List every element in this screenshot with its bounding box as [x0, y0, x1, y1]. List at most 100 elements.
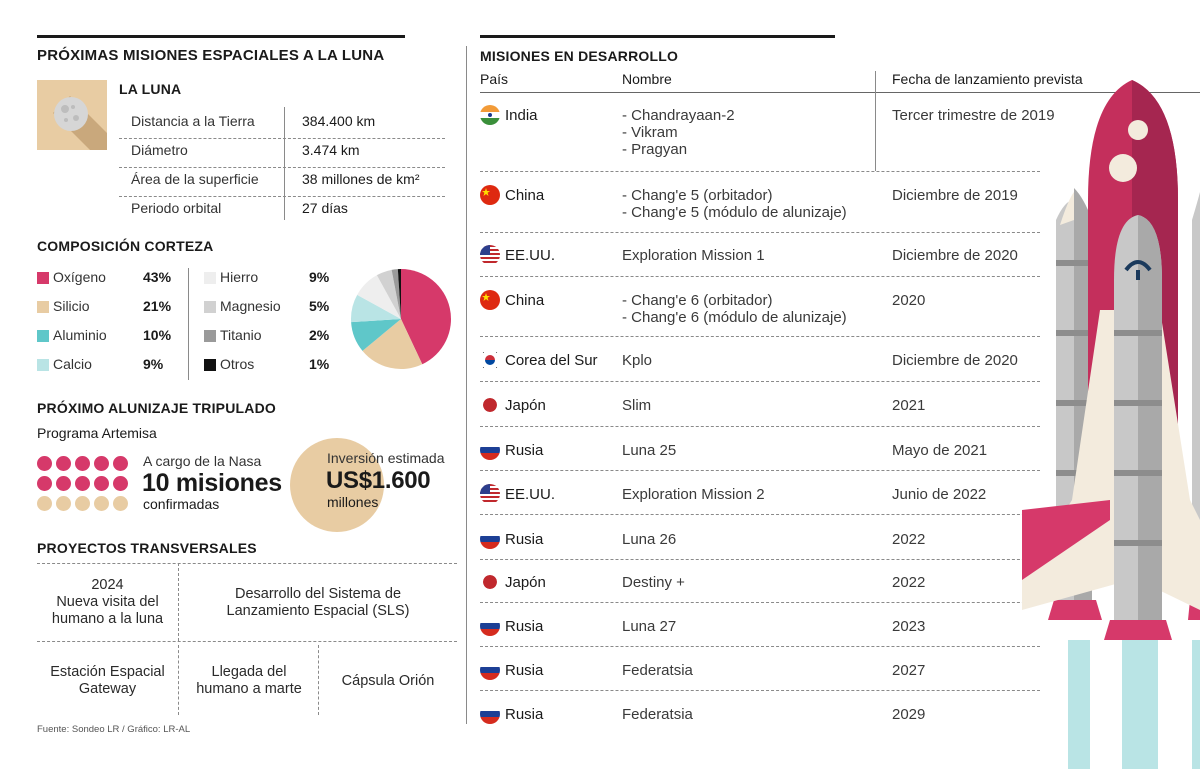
mission-dot	[37, 496, 52, 511]
legend-swatch	[37, 359, 49, 371]
mission-dot	[75, 456, 90, 471]
header-date: Fecha de lanzamiento prevista	[892, 71, 1083, 87]
crust-section-title: COMPOSICIÓN CORTEZA	[37, 238, 214, 254]
pie-slice-calcio	[351, 294, 401, 323]
moon-row-rule	[119, 138, 445, 139]
mission-country: Rusia	[505, 442, 544, 459]
mission-date: Diciembre de 2019	[892, 187, 1018, 204]
missions-row-rule	[480, 470, 1040, 471]
missions-row-rule	[480, 559, 1040, 560]
projects-divider-2	[178, 645, 179, 715]
mission-date: Diciembre de 2020	[892, 352, 1018, 369]
mission-date: 2022	[892, 574, 926, 591]
moon-fact-label: Periodo orbital	[131, 200, 222, 216]
flag-usa-icon	[480, 245, 500, 265]
mission-name: Federatsia	[622, 706, 693, 723]
mission-country: China	[505, 292, 545, 309]
missions-row-rule	[480, 171, 1040, 172]
mission-name: - Chandrayaan-2 - Vikram - Pragyan	[622, 107, 735, 158]
mission-country: EE.UU.	[505, 486, 556, 503]
flag-russia-icon	[480, 704, 500, 724]
page-title: PRÓXIMAS MISIONES ESPACIALES A LA LUNA	[37, 47, 385, 64]
missions-row-rule	[480, 232, 1040, 233]
legend-percent: 9%	[309, 269, 330, 285]
project-orion: Cápsula Orión	[341, 673, 435, 689]
column-separator	[466, 46, 467, 724]
mission-date: Tercer trimestre de 2019	[892, 107, 1055, 124]
mission-dot	[75, 496, 90, 511]
rocket-illustration	[1022, 80, 1200, 769]
legend-label: Calcio	[53, 356, 92, 372]
mission-name: - Chang'e 5 (orbitador) - Chang'e 5 (mód…	[622, 187, 847, 221]
artemis-missions: 10 misiones	[142, 469, 282, 497]
missions-row-rule	[480, 336, 1040, 337]
mission-date: Mayo de 2021	[892, 442, 988, 459]
header-country: País	[480, 71, 509, 87]
project-moon-visit: 2024 Nueva visita del humano a la luna	[51, 577, 164, 627]
pie-slice-titanio	[391, 269, 401, 319]
missions-header-rule	[480, 92, 1200, 93]
legend-percent: 43%	[143, 269, 172, 285]
header-name: Nombre	[622, 71, 672, 87]
flag-usa-icon	[480, 484, 500, 504]
moon-fact-value: 38 millones de km²	[302, 171, 420, 187]
pie-slice-oxígeno	[401, 269, 451, 365]
moon-fact-value: 3.474 km	[302, 142, 360, 158]
mission-dot	[113, 456, 128, 471]
project-sls: Desarrollo del Sistema de Lanzamiento Es…	[226, 586, 410, 619]
moon-fact-value: 384.400 km	[302, 113, 376, 129]
flag-russia-icon	[480, 529, 500, 549]
mission-name: Exploration Mission 2	[622, 486, 765, 503]
mission-dot	[56, 496, 71, 511]
projects-section-title: PROYECTOS TRANSVERSALES	[37, 540, 257, 556]
moon-row-rule	[119, 196, 445, 197]
projects-mid-rule	[37, 641, 457, 642]
mission-country: China	[505, 187, 545, 204]
mission-dot	[37, 456, 52, 471]
mission-country: Rusia	[505, 618, 544, 635]
legend-label: Titanio	[220, 327, 262, 343]
investment-circle	[290, 438, 384, 532]
legend-percent: 10%	[143, 327, 172, 343]
mission-name: Luna 26	[622, 531, 677, 548]
flag-russia-icon	[480, 660, 500, 680]
moon-table-divider	[284, 107, 285, 220]
mission-country: Rusia	[505, 662, 544, 679]
mission-dot	[113, 476, 128, 491]
flag-russia-icon	[480, 616, 500, 636]
legend-percent: 5%	[309, 298, 330, 314]
missions-row-rule	[480, 602, 1040, 603]
legend-label: Otros	[220, 356, 255, 372]
flag-japan-icon	[483, 398, 497, 412]
legend-swatch	[204, 330, 216, 342]
projects-top-rule	[37, 563, 457, 564]
mission-dot	[37, 476, 52, 491]
legend-percent: 2%	[309, 327, 330, 343]
missions-rule	[480, 35, 835, 38]
legend-swatch	[204, 359, 216, 371]
legend-divider	[188, 268, 189, 380]
mission-name: Luna 27	[622, 618, 677, 635]
pie-slice-silicio	[362, 319, 423, 369]
legend-swatch	[204, 301, 216, 313]
mission-country: India	[505, 107, 538, 124]
mission-name: - Chang'e 6 (orbitador) - Chang'e 6 (mód…	[622, 292, 847, 326]
mission-date: 2020	[892, 292, 926, 309]
mission-date: 2027	[892, 662, 926, 679]
mission-date: 2029	[892, 706, 926, 723]
mission-date: 2023	[892, 618, 926, 635]
mission-name: Slim	[622, 397, 652, 414]
mission-date: 2022	[892, 531, 926, 548]
flag-india-icon	[480, 105, 500, 125]
legend-swatch	[37, 272, 49, 284]
missions-row-rule	[480, 381, 1040, 382]
projects-divider-3	[318, 645, 319, 715]
moon-section-title: LA LUNA	[119, 81, 182, 97]
moon-fact-label: Distancia a la Tierra	[131, 113, 255, 129]
legend-swatch	[37, 330, 49, 342]
legend-percent: 1%	[309, 356, 330, 372]
pie-slice-otros	[397, 269, 401, 319]
mission-date: Diciembre de 2020	[892, 247, 1018, 264]
mission-country: Corea del Sur	[505, 352, 598, 369]
flag-china-icon	[480, 290, 500, 310]
